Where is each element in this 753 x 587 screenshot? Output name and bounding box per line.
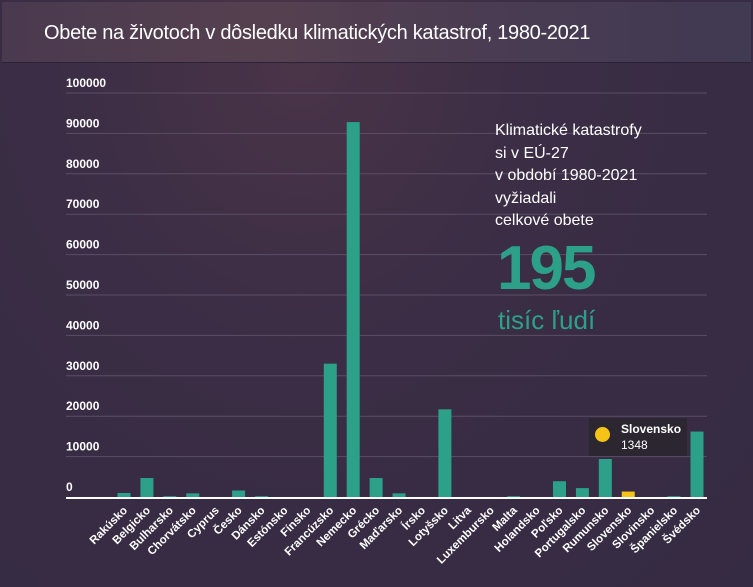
bar-5[interactable] <box>232 490 246 497</box>
bar-20[interactable] <box>575 488 589 497</box>
y-tick-label: 70000 <box>66 197 100 211</box>
bar-1[interactable] <box>140 478 154 497</box>
y-tick-label: 60000 <box>66 238 100 252</box>
annotation-line: vyžiadali <box>495 189 557 207</box>
y-tick-label: 30000 <box>66 359 100 373</box>
bar-22[interactable] <box>621 491 635 497</box>
y-tick-label: 90000 <box>66 116 100 130</box>
annotation-line: si v EÚ-27 <box>495 144 569 162</box>
bar-2[interactable] <box>163 496 177 497</box>
x-axis-category-labels: RakúskoBelgickoBulharskoChorvátskoCyprus… <box>88 504 703 567</box>
bar-19[interactable] <box>552 481 566 497</box>
summary-annotation: Klimatické katastrofy si v EÚ-27 v obdob… <box>495 120 642 233</box>
bar-21[interactable] <box>598 459 612 497</box>
y-tick-label: 40000 <box>66 318 100 332</box>
chart-title: Obete na životoch v dôsledku klimatickýc… <box>44 22 591 44</box>
tooltip-name: Slovensko <box>621 422 682 436</box>
bars <box>117 122 704 497</box>
y-tick-label: 0 <box>66 480 73 494</box>
bar-6[interactable] <box>255 496 269 497</box>
y-tick-label: 20000 <box>66 399 100 413</box>
annotation-line: v období 1980-2021 <box>495 167 638 184</box>
bar-3[interactable] <box>186 493 200 497</box>
y-tick-label: 80000 <box>66 157 100 171</box>
tooltip-dot-icon <box>595 427 610 442</box>
y-tick-label: 50000 <box>66 278 100 292</box>
total-victims-unit: tisíc ľudí <box>498 305 596 335</box>
bar-17[interactable] <box>507 496 521 497</box>
annotation-line: Klimatické katastrofy <box>495 122 642 139</box>
y-axis-tick-labels: 0 10000 20000 30000 40000 50000 60000 70000 8000… <box>66 76 106 494</box>
annotation-line: celkové obete <box>495 212 594 229</box>
bar-12[interactable] <box>392 493 406 497</box>
gridlines <box>66 92 707 458</box>
bar-24[interactable] <box>667 496 681 497</box>
bar-14[interactable] <box>438 409 452 497</box>
bar-0[interactable] <box>117 492 131 497</box>
y-tick-label: 10000 <box>66 440 100 454</box>
y-tick-label: 100000 <box>66 76 106 90</box>
bar-10[interactable] <box>346 122 360 497</box>
bar-9[interactable] <box>323 363 337 497</box>
tooltip-value: 1348 <box>621 438 648 452</box>
chart-header: Obete na životoch v dôsledku klimatickýc… <box>2 2 751 63</box>
bar-11[interactable] <box>369 478 383 497</box>
total-victims-number: 195 <box>497 234 596 303</box>
bar-25[interactable] <box>690 431 704 497</box>
tooltip: Slovensko 1348 <box>589 418 687 456</box>
